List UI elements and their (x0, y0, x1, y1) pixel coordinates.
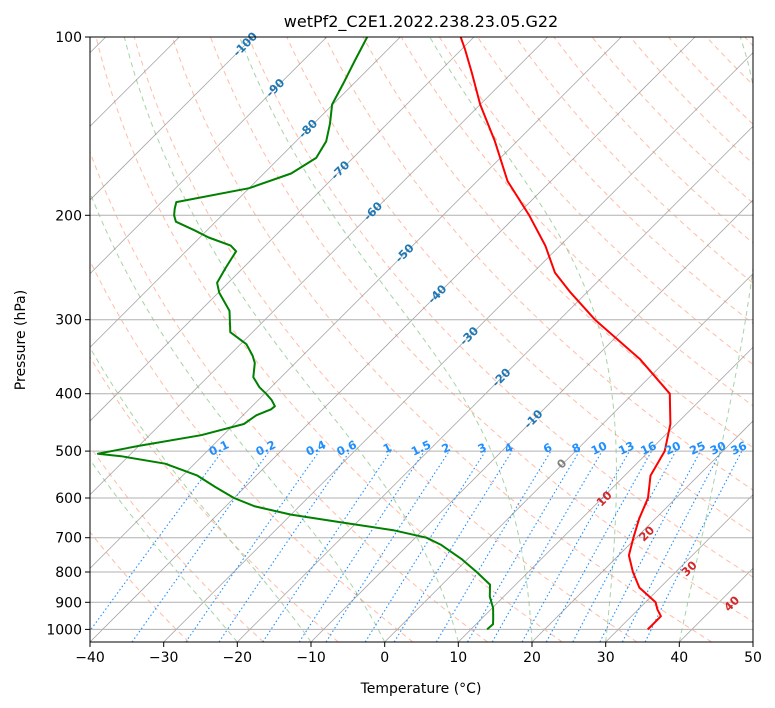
mixing-ratio-line (325, 450, 450, 642)
y-tick-label: 100 (55, 30, 82, 46)
x-tick-label: 20 (523, 650, 541, 666)
axis-ticks-layer: −40 −30 −20 −10 0 10 20 30 40 50 100 200 300 400 500 60… (46, 30, 762, 666)
y-tick-label: 200 (55, 208, 82, 224)
x-tick-label: −40 (75, 650, 105, 666)
dry-adiabat-line (400, 37, 753, 407)
moist-adiabat-line (429, 37, 617, 642)
mixing-ratio-line (521, 450, 630, 642)
x-tick-label: −30 (149, 650, 179, 666)
y-tick-label: 900 (55, 595, 82, 611)
y-axis-label: Pressure (hPa) (13, 290, 29, 390)
isotherm-line (384, 273, 753, 642)
x-tick-label: −10 (296, 650, 326, 666)
dry-adiabat-line (90, 445, 264, 642)
isotherm-line (237, 125, 753, 642)
mixing-ratio-label: 20 (662, 438, 682, 457)
moist-adiabat-line (123, 37, 459, 642)
isotherm-line (90, 37, 622, 569)
mixing-ratio-layer (90, 450, 743, 642)
isotherm-line (90, 37, 475, 422)
moist-adiabat-line (90, 458, 238, 642)
adiabats-layer (90, 37, 753, 642)
x-tick-label: 40 (670, 650, 688, 666)
mixing-ratio-line (262, 450, 392, 642)
isotherm-line (90, 37, 401, 348)
mixing-ratio-label: 16 (638, 438, 658, 457)
y-tick-label: 600 (55, 491, 82, 507)
temperature-profile-line (459, 37, 672, 631)
dewpoint-profile-line (96, 37, 495, 631)
y-tick-label: 1000 (46, 622, 82, 638)
isotherm-line (605, 494, 753, 642)
mixing-ratio-line (298, 450, 425, 642)
x-tick-label: 50 (744, 650, 762, 666)
x-tick-label: 30 (597, 650, 615, 666)
mixing-ratio-line (218, 450, 351, 642)
mixing-ratio-label: 36 (728, 438, 748, 457)
mixing-ratio-line (393, 450, 513, 642)
mixing-ratio-label: 13 (616, 438, 636, 457)
dry-adiabat-line (515, 37, 753, 284)
dry-adiabat-line (210, 37, 753, 623)
dry-adiabat-line (90, 531, 190, 642)
isotherm-line (90, 37, 696, 642)
y-tick-label: 300 (55, 313, 82, 329)
dry-adiabat-line (171, 37, 712, 642)
y-tick-label: 400 (55, 387, 82, 403)
y-tick-label: 800 (55, 565, 82, 581)
moist-adiabat-line (90, 191, 386, 642)
isotherm-line (163, 52, 753, 642)
isotherm-line (310, 199, 753, 642)
mixing-ratio-label: 30 (708, 438, 728, 457)
mixing-ratio-line (131, 450, 270, 642)
x-tick-label: 10 (449, 650, 467, 666)
isotherm-line (90, 37, 548, 496)
plot-frame (89, 36, 754, 643)
mixing-ratio-line (185, 450, 320, 642)
dry-adiabat-line (248, 37, 753, 578)
dry-adiabat-line (90, 150, 488, 642)
plot-area (90, 37, 753, 642)
mixing-ratio-line (545, 450, 653, 642)
mixing-ratio-line (572, 450, 677, 642)
grid-layer (90, 37, 753, 642)
mixing-ratio-label: 25 (687, 438, 707, 457)
isotherm-line (90, 37, 254, 201)
mixing-ratio-line (644, 450, 743, 642)
dry-adiabat-line (438, 37, 753, 366)
x-tick-label: −20 (223, 650, 253, 666)
isotherm-line (458, 346, 753, 642)
dry-adiabat-line (95, 37, 563, 642)
x-tick-label: 0 (380, 650, 389, 666)
moist-adiabat-line (90, 346, 312, 642)
dry-adiabat-line (133, 37, 638, 642)
mixing-ratio-line (90, 450, 223, 632)
isotherm-line (90, 37, 327, 275)
profiles-layer (96, 37, 672, 631)
dry-adiabat-line (90, 356, 339, 642)
mixing-ratio-label: 10 (589, 438, 609, 457)
chart-title: wetPf2_C2E1.2022.238.23.05.G22 (284, 12, 558, 32)
x-axis-label: Temperature (°C) (360, 681, 482, 697)
y-tick-label: 700 (55, 531, 82, 547)
y-tick-label: 500 (55, 444, 82, 460)
moist-adiabat-line (239, 37, 533, 642)
